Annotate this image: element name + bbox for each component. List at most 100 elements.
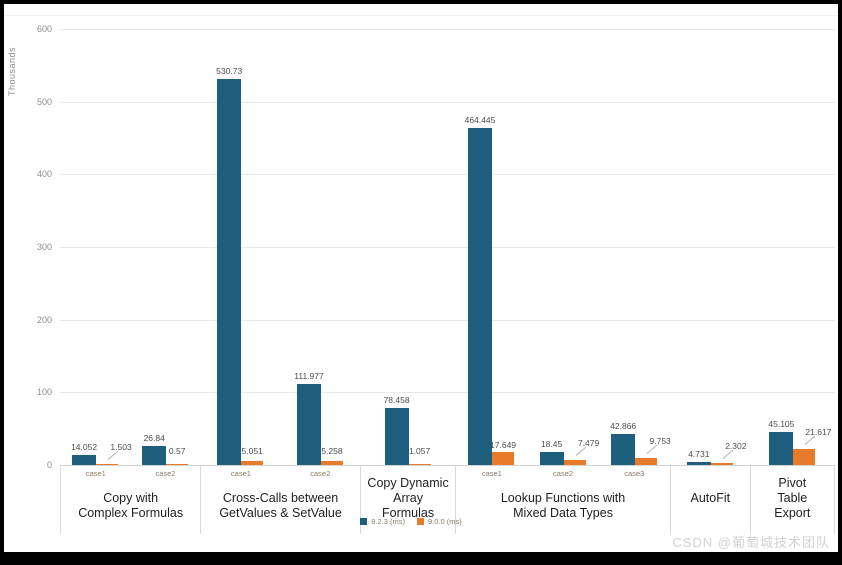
bar-pair-bars (686, 461, 733, 465)
y-tick-label: 200 (36, 314, 52, 325)
bar-9.0.0 (ms) (710, 463, 733, 465)
value-label-8.2.3 (ms): 26.84 (143, 432, 165, 443)
bar-pair-copy dynamic: 78.458 1.057 (360, 30, 455, 465)
gridline-600 (60, 29, 835, 30)
label-leader-line (722, 450, 734, 460)
category-cell-3: Copy Dynamic Array Formulas (359, 466, 455, 534)
category-title: Copy with Complex Formulas (78, 490, 184, 520)
bar-pair-bars (217, 79, 264, 465)
bar-9.0.0 (ms) (793, 449, 816, 465)
category-cell-2: case1 case2 Cross-Calls between GetValues … (200, 466, 360, 534)
case-label: case2 (155, 469, 176, 478)
value-label-9.0.0 (ms): 17.649 (490, 440, 517, 451)
gridline-500 (60, 101, 835, 103)
legend-item: 8.2.3 (ms) (360, 517, 405, 526)
case-label: case2 (553, 469, 574, 478)
y-tick-label: 100 (36, 387, 52, 398)
bar-pair-case2: 18.45 7.479 (527, 30, 599, 465)
category-cell-6: Pivot Table Export (749, 466, 835, 534)
bar-pair-bars (142, 445, 189, 465)
value-label-8.2.3 (ms): 18.45 (540, 438, 563, 449)
legend-swatch (417, 518, 424, 525)
value-label-8.2.3 (ms): 42.866 (610, 420, 637, 431)
value-label-9.0.0 (ms): 1.057 (408, 446, 431, 456)
category-title: AutoFit (690, 490, 731, 505)
bar-group-1: 14.052 1.503 26.84 0.57 (60, 30, 200, 465)
case-label: case1 (481, 469, 502, 478)
bar-pair-bars (297, 383, 343, 465)
bar-pair-bars (468, 127, 515, 465)
plot-area: 14.052 1.503 26.84 0.57 530.73 5.051 111.977 5.… (60, 29, 835, 466)
bar-pair-case2: 26.84 0.57 (130, 30, 200, 465)
bar-9.0.0 (ms) (241, 461, 264, 465)
case-label: case2 (310, 469, 331, 478)
category-cell-1: case1 case2 Copy with Complex Formulas (60, 466, 200, 534)
value-label-9.0.0 (ms): 21.617 (805, 427, 832, 438)
bar-pair-case1: 464.445 17.649 (455, 30, 527, 465)
value-label-9.0.0 (ms): 7.479 (577, 437, 600, 448)
value-label-8.2.3 (ms): 45.105 (768, 419, 795, 430)
legend-swatch (360, 518, 368, 525)
bar-group-4: 464.445 17.649 18.45 7.479 42.866 9.753 (455, 30, 671, 465)
bar-9.0.0 (ms) (635, 457, 658, 465)
category-title-wrap: Pivot Table Export (751, 466, 834, 534)
category-title: Copy Dynamic Array Formulas (367, 475, 449, 521)
bar-8.2.3 (ms) (72, 454, 97, 465)
bar-9.0.0 (ms) (321, 461, 343, 465)
bar-pair-bars (769, 432, 816, 465)
value-label-8.2.3 (ms): 78.458 (383, 395, 410, 405)
y-tick-label: 500 (36, 96, 52, 107)
bar-pair-case2: 111.977 5.258 (280, 30, 360, 465)
bar-8.2.3 (ms) (686, 461, 711, 465)
value-label-9.0.0 (ms): 5.051 (241, 446, 263, 456)
category-title-wrap: Lookup Functions with Mixed Data Types (456, 481, 670, 534)
bar-group-6: 45.105 21.617 (750, 30, 835, 465)
bar-pair-bars (539, 451, 586, 465)
bar-9.0.0 (ms) (492, 452, 515, 465)
bar-group-3: 78.458 1.057 (360, 30, 455, 465)
legend: 8.2.3 (ms) 9.0.0 (ms) (4, 517, 818, 526)
legend-label: 8.2.3 (ms) (371, 517, 405, 526)
bar-group-2: 530.73 5.051 111.977 5.258 (200, 30, 360, 465)
category-title-wrap: AutoFit (671, 466, 750, 534)
bar-group-5: 4.731 2.302 (670, 30, 750, 465)
bar-pair-autofit: 4.731 2.302 (670, 30, 750, 465)
value-label-9.0.0 (ms): 1.503 (110, 441, 132, 452)
category-cell-5: AutoFit (669, 466, 750, 534)
bar-pair-case3: 42.866 9.753 (598, 30, 671, 465)
bar-9.0.0 (ms) (166, 464, 189, 465)
value-label-8.2.3 (ms): 464.445 (464, 114, 496, 125)
bar-pair-bars (611, 433, 658, 465)
chart-top-border (4, 15, 838, 16)
category-title: Cross-Calls between GetValues & SetValue (219, 490, 342, 520)
gridline-300 (60, 247, 835, 248)
value-label-9.0.0 (ms): 9.753 (649, 435, 671, 446)
bar-pair-case1: 14.052 1.503 (60, 30, 132, 465)
gridline-200 (60, 319, 835, 321)
bar-pair-pivot: 45.105 21.617 (750, 30, 835, 465)
bar-8.2.3 (ms) (769, 432, 794, 465)
value-label-8.2.3 (ms): 111.977 (294, 370, 324, 381)
category-cell-4: case1 case2 case3 Lookup Functions with Mix… (455, 466, 670, 534)
bar-9.0.0 (ms) (96, 463, 119, 465)
value-label-8.2.3 (ms): 14.052 (71, 441, 98, 452)
bar-9.0.0 (ms) (408, 464, 431, 465)
bar-8.2.3 (ms) (217, 79, 242, 465)
gridline-400 (60, 174, 835, 176)
bar-9.0.0 (ms) (563, 459, 586, 465)
case-label-row: case1 case2 case3 (456, 466, 670, 481)
case-label-row: case1 case2 (61, 466, 200, 481)
bar-pair-bars (72, 454, 119, 465)
category-title: Lookup Functions with Mixed Data Types (500, 490, 626, 520)
y-tick-label: 0 (46, 460, 52, 470)
value-label-9.0.0 (ms): 0.57 (168, 446, 186, 456)
category-title-wrap: Copy with Complex Formulas (61, 481, 200, 534)
value-label-8.2.3 (ms): 4.731 (688, 448, 710, 459)
gridline-100 (60, 392, 835, 394)
case-label: case1 (85, 469, 106, 478)
y-tick-label: 400 (36, 169, 52, 180)
legend-label: 9.0.0 (ms) (428, 517, 462, 526)
chart-canvas: Thousands 14.052 1.503 26.84 0.57 530.73 5.05… (4, 4, 838, 552)
category-title-wrap: Cross-Calls between GetValues & SetValue (201, 481, 360, 534)
bar-pair-case1: 530.73 5.051 (200, 30, 280, 465)
